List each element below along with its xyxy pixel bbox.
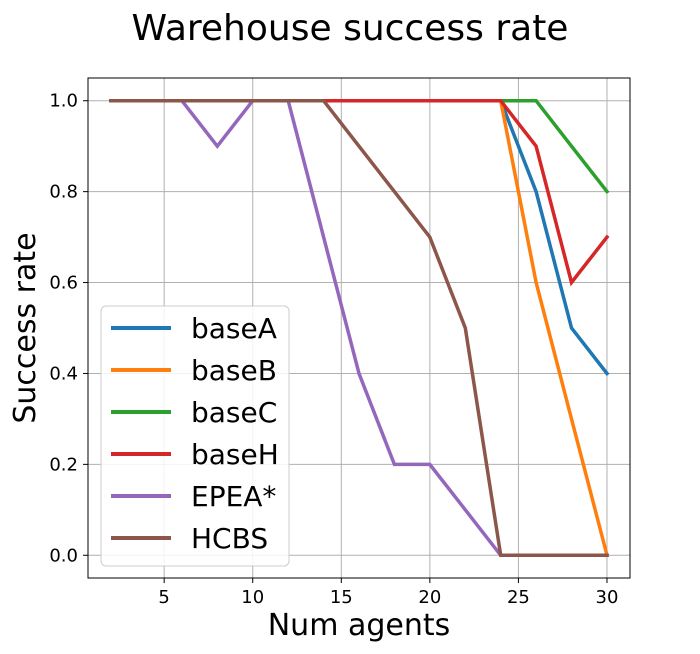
chart-title: Warehouse success rate [132, 8, 569, 49]
x-tick-label: 5 [158, 587, 169, 608]
x-tick-label: 30 [596, 587, 619, 608]
x-axis-label: Num agents [268, 608, 451, 643]
legend-entries: baseA baseB baseC baseH EPEA* HCBS [111, 312, 279, 555]
y-axis-label: Success rate [8, 232, 43, 423]
legend-label-baseh: baseH [191, 438, 279, 471]
plot-frame [87, 77, 631, 579]
y-tick-label: 0.6 [49, 273, 78, 294]
legend: baseA baseB baseC baseH EPEA* HCBS [100, 305, 290, 567]
x-tick-label: 10 [241, 587, 264, 608]
y-tick-label: 1.0 [49, 91, 78, 112]
y-tick-label: 0.4 [49, 363, 78, 384]
legend-label-baseb: baseB [191, 354, 277, 387]
y-tick-label: 0.2 [49, 454, 78, 475]
legend-label-basec: baseC [191, 396, 277, 429]
legend-label-epea: EPEA* [191, 480, 276, 513]
x-tick-label: 25 [507, 587, 530, 608]
x-tick-label: 15 [330, 587, 353, 608]
ticks-layer: 5 10 15 20 25 30 0.0 0.2 0.4 0.6 0.8 1.0 [49, 91, 618, 608]
x-tick-label: 20 [418, 587, 441, 608]
legend-label-hcbs: HCBS [191, 522, 268, 555]
series-layer [109, 98, 610, 558]
series-line-hcbs [109, 98, 609, 558]
legend-label-basea: baseA [191, 312, 277, 345]
y-tick-label: 0.0 [49, 545, 78, 566]
y-tick-label: 0.8 [49, 182, 78, 203]
